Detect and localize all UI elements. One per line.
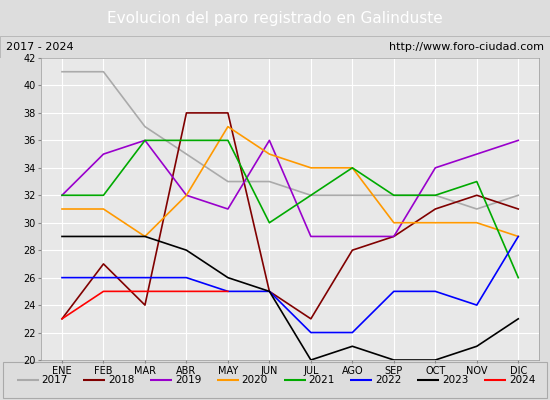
FancyBboxPatch shape — [0, 36, 550, 58]
Text: 2022: 2022 — [375, 375, 402, 385]
Text: 2017 - 2024: 2017 - 2024 — [6, 42, 73, 52]
Text: Evolucion del paro registrado en Galinduste: Evolucion del paro registrado en Galindu… — [107, 10, 443, 26]
FancyBboxPatch shape — [3, 362, 547, 398]
Text: http://www.foro-ciudad.com: http://www.foro-ciudad.com — [389, 42, 544, 52]
Text: 2019: 2019 — [175, 375, 201, 385]
Text: 2024: 2024 — [509, 375, 535, 385]
Text: 2021: 2021 — [309, 375, 335, 385]
Text: 2023: 2023 — [442, 375, 469, 385]
Text: 2018: 2018 — [108, 375, 134, 385]
Text: 2020: 2020 — [241, 375, 268, 385]
Text: 2017: 2017 — [41, 375, 68, 385]
